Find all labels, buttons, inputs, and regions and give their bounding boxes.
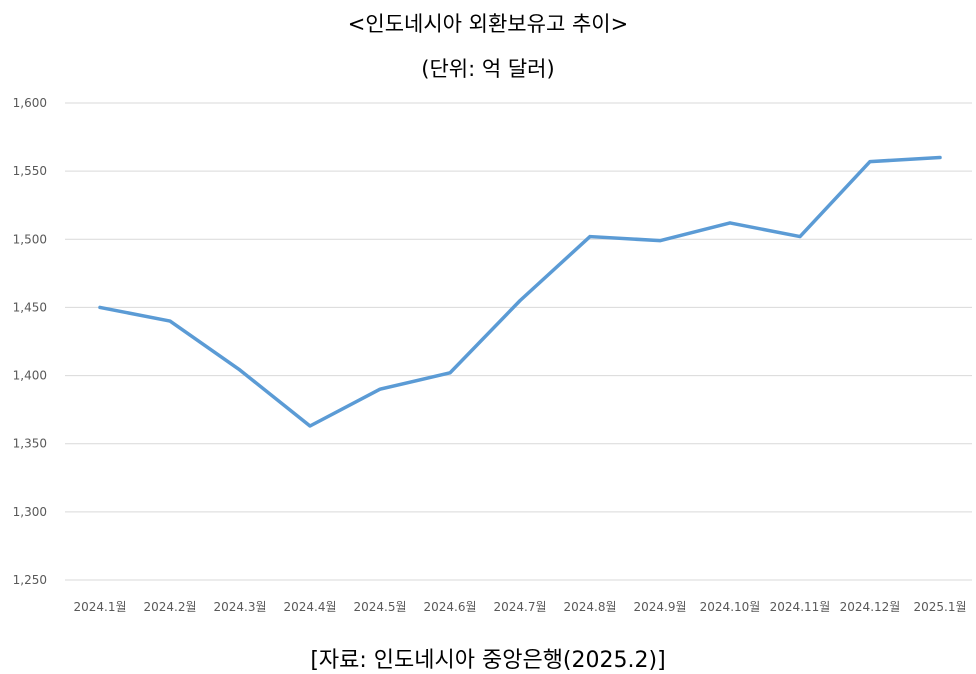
x-tick-label: 2025.1월 bbox=[913, 600, 966, 614]
data-point bbox=[728, 221, 732, 225]
data-point bbox=[98, 305, 102, 309]
y-tick-label: 1,400 bbox=[13, 369, 47, 383]
x-tick-label: 2024.1월 bbox=[73, 600, 126, 614]
chart-source: [자료: 인도네시아 중앙은행(2025.2)] bbox=[310, 648, 666, 673]
y-tick-label: 1,300 bbox=[13, 505, 47, 519]
series-line bbox=[98, 155, 942, 428]
data-point bbox=[798, 235, 802, 239]
data-point bbox=[868, 160, 872, 164]
x-tick-label: 2024.12월 bbox=[840, 600, 901, 614]
data-point bbox=[588, 235, 592, 239]
data-point bbox=[378, 387, 382, 391]
data-point bbox=[938, 156, 942, 160]
data-point bbox=[518, 299, 522, 303]
x-tick-label: 2024.3월 bbox=[213, 600, 266, 614]
chart-title: <인도네시아 외환보유고 추이> bbox=[347, 12, 629, 36]
data-point bbox=[658, 239, 662, 243]
x-tick-label: 2024.9월 bbox=[633, 600, 686, 614]
x-tick-label: 2024.8월 bbox=[563, 600, 616, 614]
x-tick-label: 2024.10월 bbox=[700, 600, 761, 614]
x-tick-label: 2024.11월 bbox=[770, 600, 831, 614]
y-tick-label: 1,350 bbox=[13, 437, 47, 451]
x-tick-label: 2024.6월 bbox=[423, 600, 476, 614]
y-tick-label: 1,450 bbox=[13, 300, 47, 314]
data-point bbox=[448, 371, 452, 375]
y-tick-label: 1,250 bbox=[13, 573, 47, 587]
y-tick-label: 1,600 bbox=[13, 96, 47, 110]
x-tick-label: 2024.2월 bbox=[143, 600, 196, 614]
y-tick-label: 1,500 bbox=[13, 232, 47, 246]
x-tick-label: 2024.5월 bbox=[353, 600, 406, 614]
data-point bbox=[308, 424, 312, 428]
x-tick-label: 2024.4월 bbox=[283, 600, 336, 614]
x-tick-label: 2024.7월 bbox=[493, 600, 546, 614]
chart-subtitle: (단위: 억 달러) bbox=[421, 57, 555, 81]
y-tick-label: 1,550 bbox=[13, 164, 47, 178]
data-point bbox=[238, 368, 242, 372]
data-point bbox=[168, 319, 172, 323]
